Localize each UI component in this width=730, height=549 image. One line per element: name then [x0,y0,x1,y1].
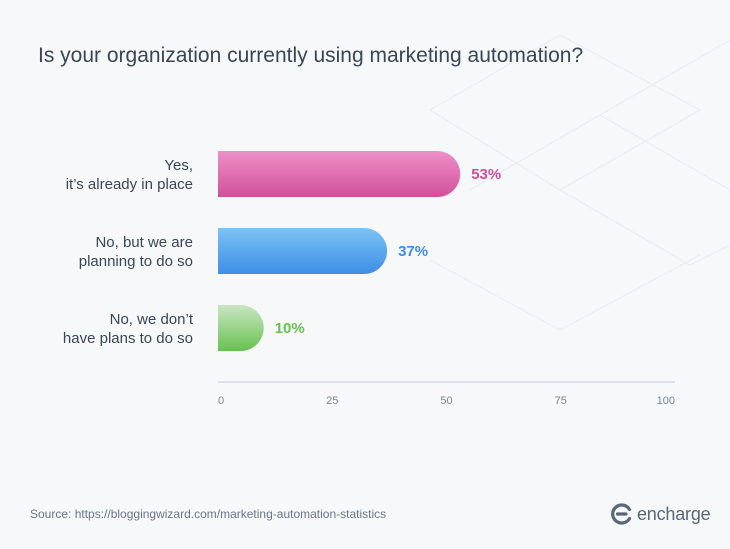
value-label-1: 37% [398,243,428,260]
x-tick-label-3: 75 [555,395,567,407]
category-label-2-line-0: No, we don’t [110,311,194,328]
bar-2 [218,305,264,351]
value-label-2: 10% [275,320,305,337]
category-label-0-line-1: it’s already in place [66,176,193,193]
category-label-1-line-0: No, but we are [95,234,193,251]
chart-title: Is your organization currently using mar… [38,44,584,67]
x-tick-label-2: 50 [440,395,452,407]
value-label-0: 53% [471,166,501,183]
x-tick-label-1: 25 [326,395,338,407]
brand-name: encharge [637,503,711,524]
encharge-logo-icon [611,503,632,525]
source-note: Source: https://bloggingwizard.com/marke… [30,507,387,521]
brand-logo: encharge [610,502,711,526]
bar-0 [218,151,461,197]
category-label-0-line-0: Yes, [164,157,193,174]
x-tick-label-4: 100 [657,395,675,407]
category-label-2-line-1: have plans to do so [63,330,193,347]
category-label-1-line-1: planning to do so [79,253,193,270]
bar-1 [218,228,388,274]
x-tick-label-0: 0 [218,395,224,407]
